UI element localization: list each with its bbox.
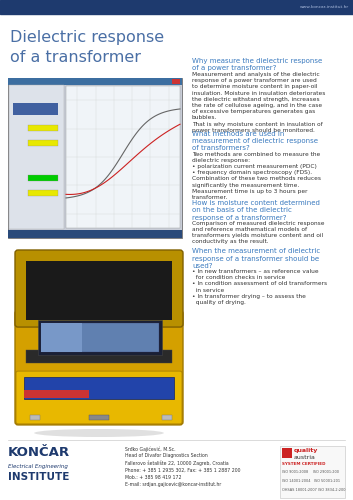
Text: What methods are used in
measurement of dielectric response
of transformers?: What methods are used in measurement of … [192, 131, 318, 152]
Bar [41, 324, 82, 351]
Text: How is moisture content determined
on the basis of the dielectric
response of a : How is moisture content determined on th… [192, 200, 320, 220]
Bar [66, 86, 180, 228]
Text: Why measure the dielectric response
of a power transformer?: Why measure the dielectric response of a… [192, 58, 322, 71]
Text: • In new transformers – as reference value
  for condition checks in service
• I: • In new transformers – as reference val… [192, 269, 327, 305]
Bar [24, 390, 89, 398]
Bar [282, 448, 292, 458]
Bar [28, 125, 58, 131]
Bar [30, 415, 40, 420]
Text: Measurement and analysis of the dielectric
response of a power transformer are u: Measurement and analysis of the dielectr… [192, 72, 325, 133]
Bar [8, 78, 182, 85]
FancyBboxPatch shape [15, 250, 183, 327]
Bar [28, 140, 58, 146]
Text: SYSTEM CERTIFIED: SYSTEM CERTIFIED [282, 462, 325, 466]
Bar [8, 230, 182, 238]
FancyBboxPatch shape [16, 371, 182, 424]
Text: KONČAR: KONČAR [8, 446, 70, 459]
Bar [41, 324, 159, 351]
Text: When the measurement of dielectric
response of a transformer should be
used?: When the measurement of dielectric respo… [192, 248, 320, 269]
Ellipse shape [34, 429, 164, 437]
FancyBboxPatch shape [15, 310, 183, 425]
Text: of a transformer: of a transformer [10, 50, 141, 65]
Text: Comparison of measured dielectric response
and reference mathematical models of
: Comparison of measured dielectric respon… [192, 220, 324, 244]
Bar [172, 79, 180, 84]
Text: Dielectric response: Dielectric response [10, 30, 164, 45]
Bar [24, 377, 174, 399]
Text: Srđko Gajićević, M.Sc.
Head of Divafor Diagnostics Section
Fallerovo šetalište 2: Srđko Gajićević, M.Sc. Head of Divafor D… [125, 446, 240, 487]
Bar [280, 446, 345, 498]
Text: www.koncar-institut.hr: www.koncar-institut.hr [300, 5, 349, 9]
Text: OHSAS 18001:2007 ISO 3834-2:200: OHSAS 18001:2007 ISO 3834-2:200 [282, 488, 346, 492]
Bar [8, 248, 185, 435]
Bar [162, 415, 172, 420]
Text: Electrical Engineering: Electrical Engineering [8, 464, 68, 469]
Text: ISO 9001:2008    ISO 29001:200: ISO 9001:2008 ISO 29001:200 [282, 470, 339, 474]
Bar [9, 85, 64, 229]
Bar [0, 0, 353, 14]
Bar [26, 261, 172, 320]
Bar [8, 78, 182, 238]
Bar [28, 175, 58, 181]
Bar [38, 320, 162, 354]
Text: ISO 14001:2004   ISO 50001:201: ISO 14001:2004 ISO 50001:201 [282, 479, 340, 483]
Text: INSTITUTE: INSTITUTE [8, 472, 70, 482]
Bar [89, 415, 109, 420]
Text: Two methods are combined to measure the
dielectric response:
• polarization curr: Two methods are combined to measure the … [192, 152, 321, 200]
Bar [13, 103, 58, 115]
Text: quality: quality [294, 448, 318, 453]
Text: austria: austria [294, 455, 316, 460]
Bar [28, 190, 58, 196]
Bar [26, 350, 172, 363]
